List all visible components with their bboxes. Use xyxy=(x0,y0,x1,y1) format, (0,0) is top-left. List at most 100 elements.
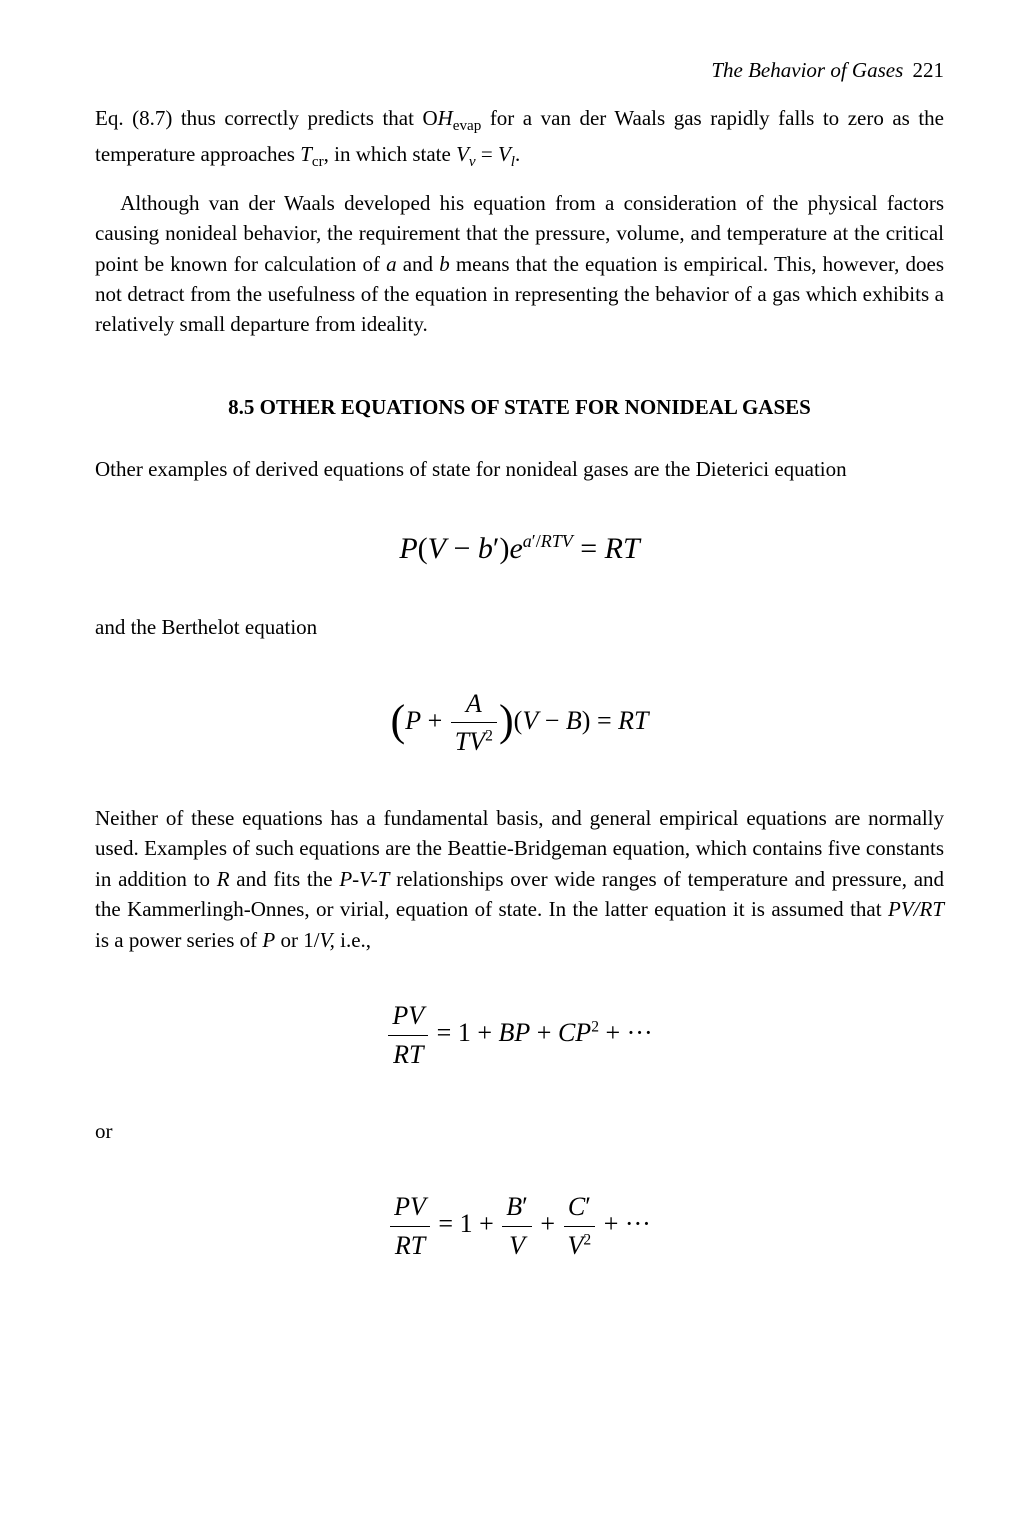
fraction: PVRT xyxy=(388,997,428,1073)
text: Eq. (8.7) thus correctly predicts that O xyxy=(95,106,438,130)
paragraph-1: Eq. (8.7) thus correctly predicts that O… xyxy=(95,103,944,173)
page-number: 221 xyxy=(913,58,945,82)
sym-e: e xyxy=(509,532,522,565)
sub-cr: cr xyxy=(312,154,324,170)
sym-P: P xyxy=(399,532,417,565)
paragraph-2: Although van der Waals developed his equ… xyxy=(95,188,944,340)
sym-a: a xyxy=(523,531,532,551)
paren-left: ( xyxy=(391,696,406,745)
fraction: B′ V xyxy=(502,1188,532,1264)
sym-V: V xyxy=(408,1001,424,1030)
text: and xyxy=(397,252,440,276)
sym-P: P xyxy=(394,1192,410,1221)
fraction: PVRT xyxy=(390,1188,430,1264)
plus: + xyxy=(473,1209,501,1238)
text: or 1/ xyxy=(275,928,319,952)
sym-V: V xyxy=(568,1231,584,1260)
equation-virial-v: PVRT = 1 + B′V + C′V2 + ··· xyxy=(95,1188,944,1264)
text: and fits the xyxy=(230,867,340,891)
text: i.e., xyxy=(335,928,371,952)
math: (P + ATV2)(V − B) = RT xyxy=(391,685,649,761)
sym-T: T xyxy=(455,727,469,756)
sym-B: B xyxy=(499,1018,515,1047)
sym-R: R xyxy=(395,1231,411,1260)
equals: = xyxy=(432,1209,460,1238)
math: PVRT = 1 + B′V + C′V2 + ··· xyxy=(388,1188,651,1264)
var-H: H xyxy=(438,106,453,130)
equation-virial-p: PVRT = 1 + BP + CP2 + ··· xyxy=(95,997,944,1073)
plus: + xyxy=(534,1209,562,1238)
sym-C: C xyxy=(558,1018,575,1047)
fraction: C′V2 xyxy=(564,1188,596,1264)
equals: = xyxy=(430,1018,458,1047)
minus: − xyxy=(538,706,566,735)
paragraph-5: Neither of these equations has a fundame… xyxy=(95,803,944,955)
sym-R: R xyxy=(541,531,552,551)
sym-V: V xyxy=(469,727,485,756)
var-V: V xyxy=(498,142,511,166)
sym-T: T xyxy=(411,1231,425,1260)
minus: − xyxy=(446,532,478,565)
sym-T: T xyxy=(409,1040,423,1069)
section-heading: 8.5 OTHER EQUATIONS OF STATE FOR NONIDEA… xyxy=(95,392,944,422)
var-PVT: P-V-T xyxy=(339,867,389,891)
exp: 2 xyxy=(583,1231,591,1248)
equation-dieterici: P(V − b′)ea′/RTV = RT xyxy=(95,527,944,571)
sym-T: T xyxy=(634,706,648,735)
paren: ( xyxy=(418,532,428,565)
math: PVRT = 1 + BP + CP2 + ··· xyxy=(386,997,652,1073)
sym-T: T xyxy=(552,531,562,551)
text: . xyxy=(515,142,520,166)
var-T: T xyxy=(300,142,312,166)
prime: ′ xyxy=(585,1192,591,1221)
sym-P: P xyxy=(405,706,421,735)
dots: + ··· xyxy=(599,1018,653,1047)
sym-R: R xyxy=(618,706,634,735)
sym-b: b xyxy=(478,532,493,565)
prime: ′ xyxy=(522,1192,528,1221)
paren: ) xyxy=(499,532,509,565)
one: 1 xyxy=(458,1018,471,1047)
plus: + xyxy=(471,1018,499,1047)
sym-T: T xyxy=(623,532,640,565)
fraction: ATV2 xyxy=(451,685,497,761)
sym-V: V xyxy=(562,531,573,551)
math: P(V − b′)ea′/RTV = RT xyxy=(399,527,639,571)
equation-berthelot: (P + ATV2)(V − B) = RT xyxy=(95,685,944,761)
dots: + ··· xyxy=(597,1209,651,1238)
text: = xyxy=(476,142,498,166)
one: 1 xyxy=(460,1209,473,1238)
sym-P: P xyxy=(392,1001,408,1030)
text: is a power series of xyxy=(95,928,262,952)
sym-P: P xyxy=(514,1018,530,1047)
sym-P: P xyxy=(575,1018,591,1047)
plus: + xyxy=(530,1018,558,1047)
var-b: b xyxy=(439,252,450,276)
superscript: a′/RTV xyxy=(523,531,573,551)
var-P: P xyxy=(262,928,275,952)
running-title: The Behavior of Gases xyxy=(711,58,903,82)
paragraph-3: Other examples of derived equations of s… xyxy=(95,454,944,484)
sym-V: V xyxy=(522,706,538,735)
exp: 2 xyxy=(485,728,493,745)
sym-B: B xyxy=(566,706,582,735)
var-V: V, xyxy=(320,928,335,952)
sym-R: R xyxy=(393,1040,409,1069)
sym-C: C xyxy=(568,1192,585,1221)
var-R: R xyxy=(217,867,230,891)
sym-V: V xyxy=(410,1192,426,1221)
sym-V: V xyxy=(509,1231,525,1260)
running-header: The Behavior of Gases 221 xyxy=(95,55,944,85)
sub-v: v xyxy=(469,154,476,170)
var-a: a xyxy=(386,252,397,276)
exp: 2 xyxy=(591,1019,599,1036)
var-V: V xyxy=(456,142,469,166)
paragraph-4: and the Berthelot equation xyxy=(95,612,944,642)
equals: = xyxy=(573,532,605,565)
sym-V: V xyxy=(428,532,446,565)
sym-B: B xyxy=(506,1192,522,1221)
equals: = xyxy=(590,706,618,735)
sym-A: A xyxy=(466,689,482,718)
or-label: or xyxy=(95,1116,944,1146)
sub-evap: evap xyxy=(453,119,482,135)
